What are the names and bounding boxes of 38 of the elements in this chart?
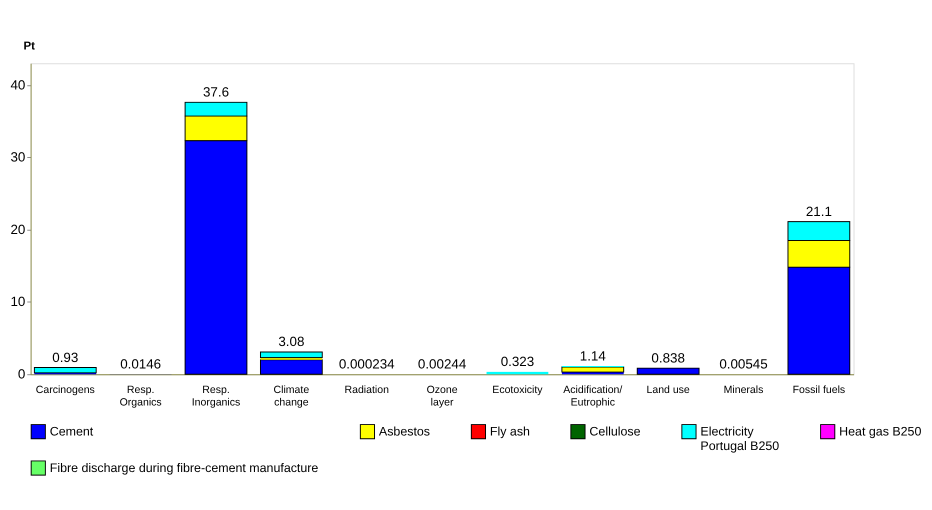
x-tick-label: Resp. Inorganics (192, 384, 240, 408)
bar (561, 366, 624, 373)
total-label: 0.838 (651, 350, 685, 366)
y-axis-title: Pt (23, 40, 36, 52)
x-tick-label: Ecotoxicity (492, 384, 544, 396)
y-tick-label: 10 (10, 294, 26, 310)
total-label: 0.0146 (120, 356, 162, 372)
total-label: 0.00244 (418, 356, 467, 372)
x-tick-label: Minerals (724, 384, 764, 396)
total-label: 0.00545 (719, 356, 768, 372)
legend-label: Fly ash (490, 424, 530, 438)
y-tick-label: 0 (18, 366, 26, 382)
y-tick-label: 40 (10, 77, 26, 92)
y-tick-label: 30 (10, 150, 26, 165)
x-tick-label: Radiation (344, 384, 390, 396)
legend-label: Cement (50, 424, 94, 438)
x-tick-label: Acidification/ Eutrophic (563, 384, 622, 408)
x-tick-label: Land use (646, 384, 690, 396)
x-tick-label: Fossil fuels (792, 384, 846, 396)
legend-label: Heat gas B250 (839, 424, 922, 438)
total-label: 0.93 (52, 350, 78, 365)
x-tick-label: Carcinogens (36, 384, 95, 396)
total-label: 0.323 (500, 354, 534, 370)
total-label: 37.6 (202, 84, 230, 100)
legend-label: Asbestos (378, 424, 430, 438)
bar (34, 367, 97, 374)
y-tick-label: 20 (10, 222, 26, 237)
total-label: 21.1 (806, 204, 832, 219)
legend-label: Electricity Portugal B250 (700, 424, 780, 453)
legend-label: Cellulose (589, 424, 641, 438)
total-label: 1.14 (580, 348, 606, 364)
x-tick-label: Resp. Organics (120, 384, 162, 408)
x-tick-label: Climate change (274, 384, 310, 408)
x-tick-label: Ozone layer (426, 384, 458, 408)
bar (636, 368, 700, 375)
total-label: 0.000234 (338, 356, 396, 372)
legend-label: Fibre discharge during fibre-cement manufacture (50, 460, 318, 475)
total-label: 3.08 (278, 334, 304, 350)
